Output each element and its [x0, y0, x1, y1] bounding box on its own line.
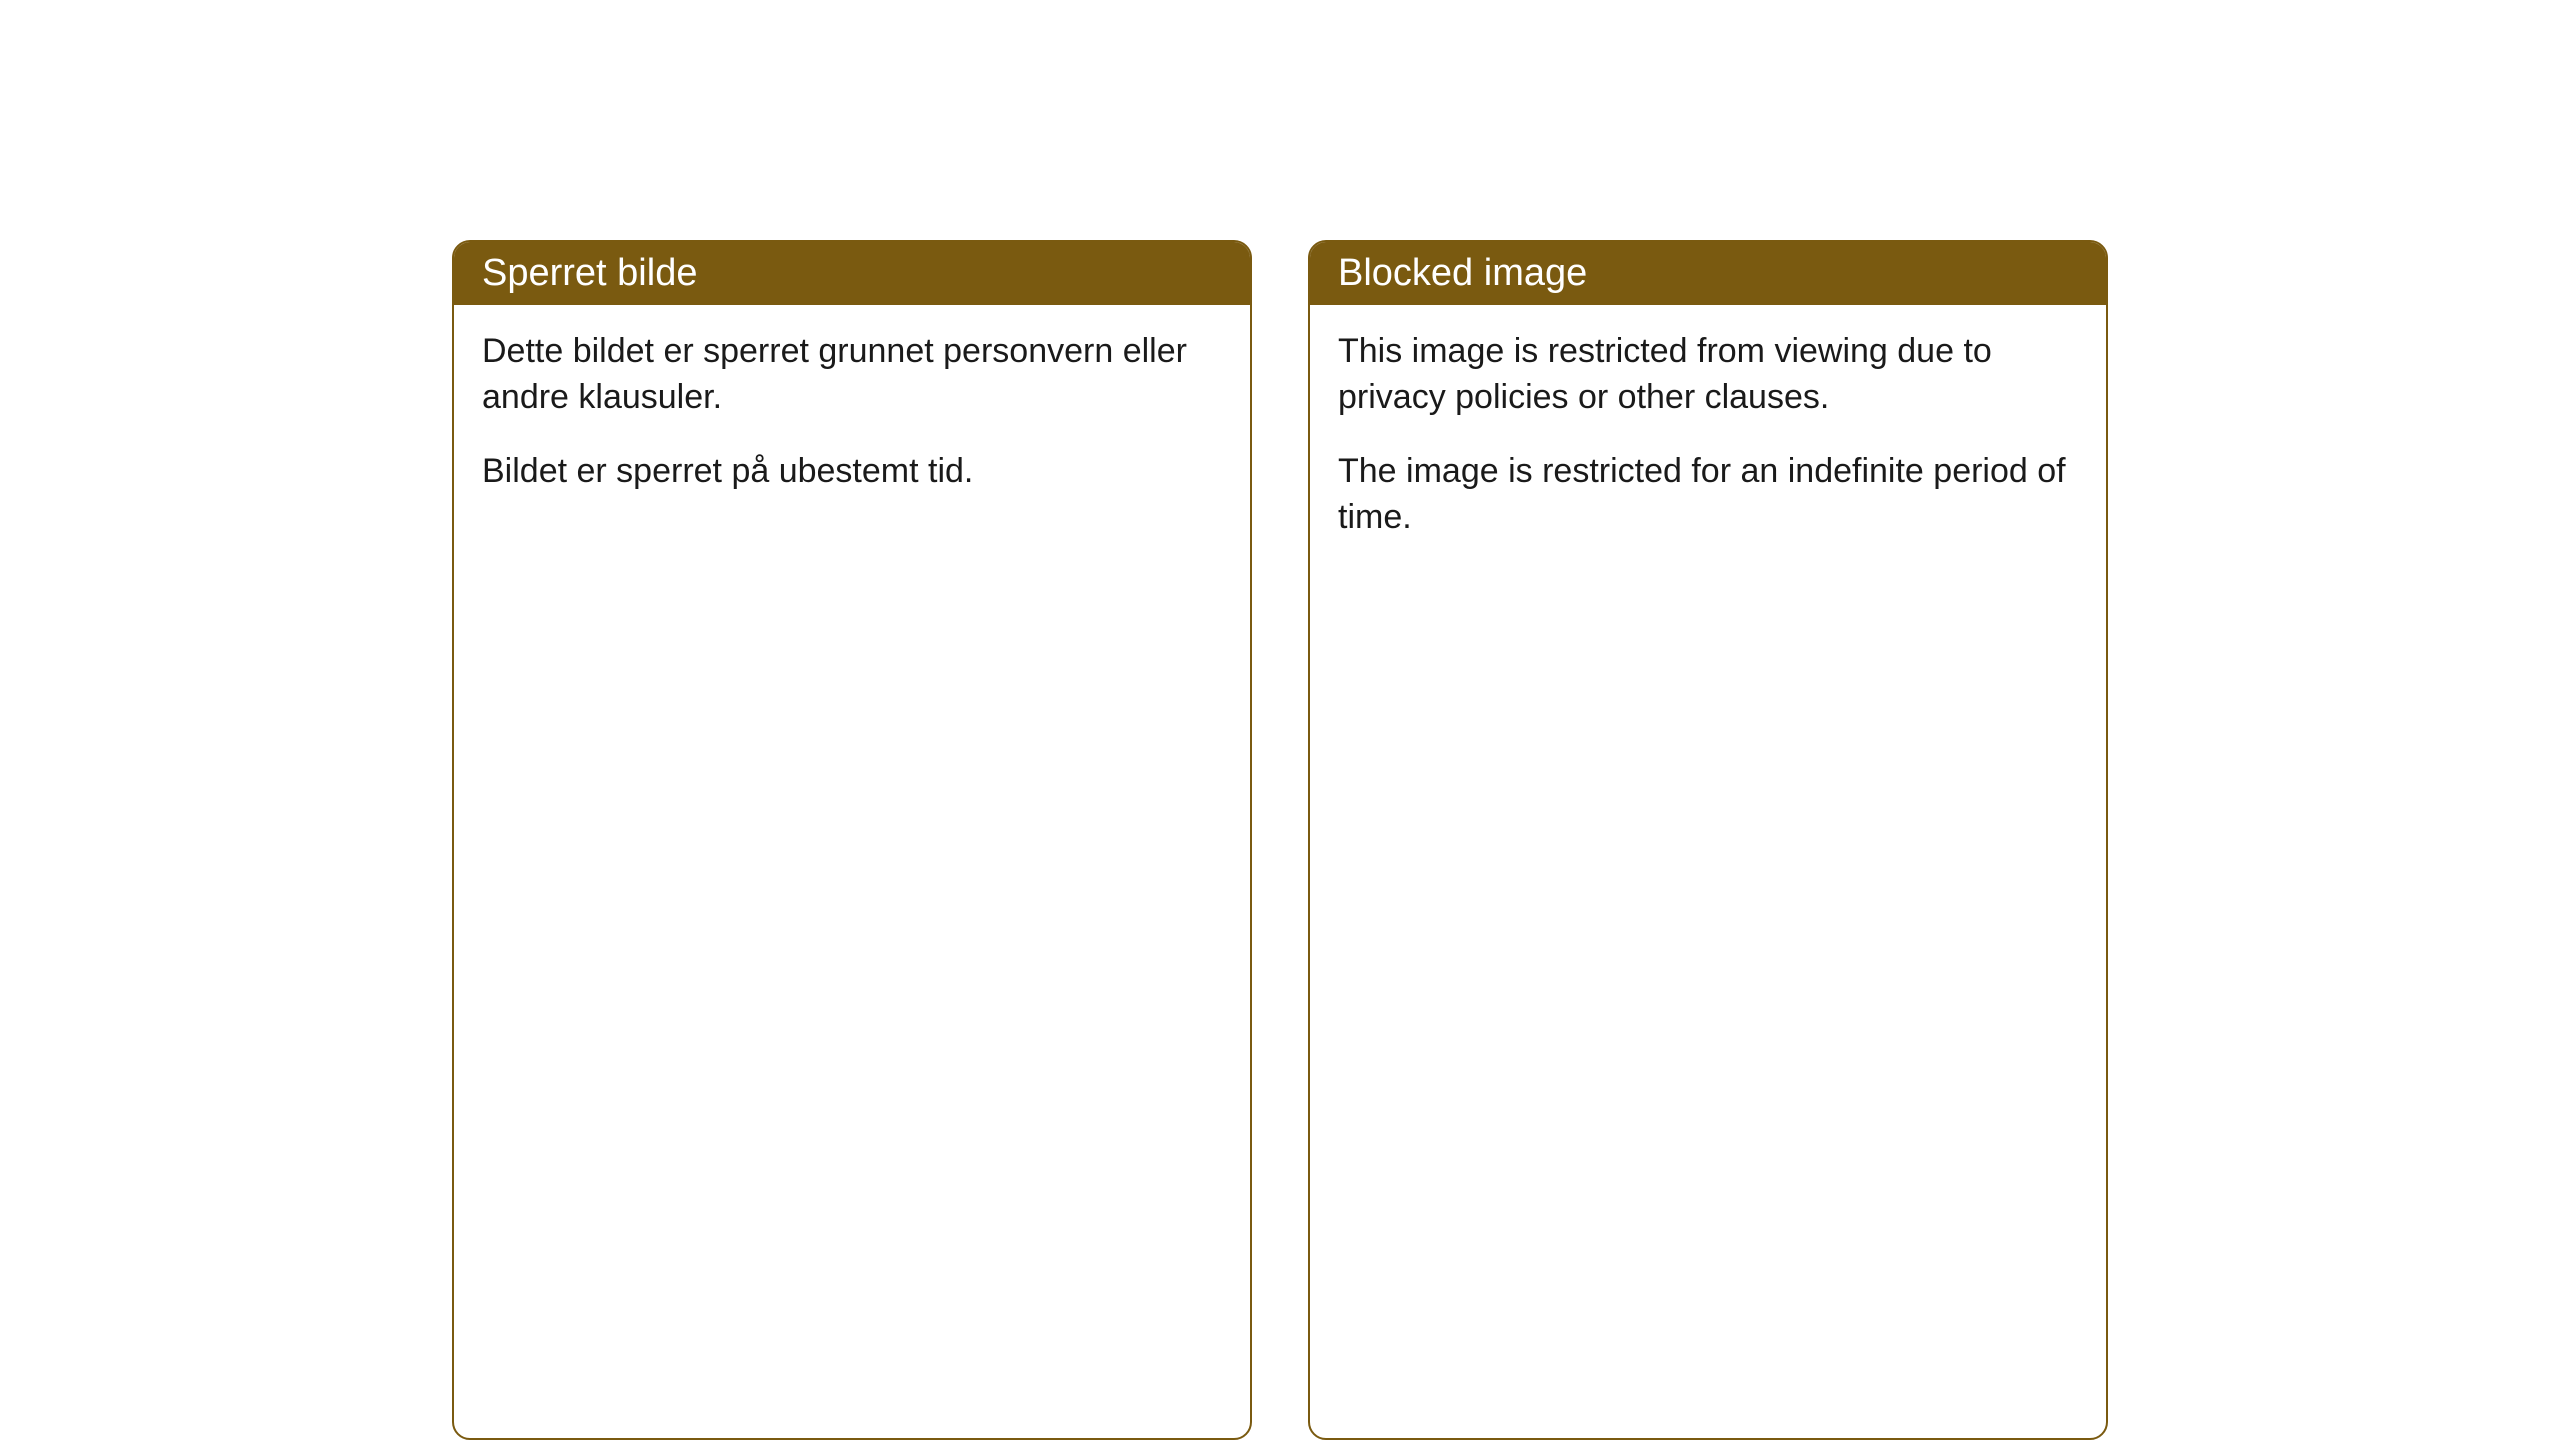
notice-container: Sperret bilde Dette bildet er sperret gr… [452, 240, 2108, 1440]
card-paragraph-2-english: The image is restricted for an indefinit… [1338, 449, 2078, 541]
notice-card-english: Blocked image This image is restricted f… [1308, 240, 2108, 1440]
notice-card-norwegian: Sperret bilde Dette bildet er sperret gr… [452, 240, 1252, 1440]
card-paragraph-1-norwegian: Dette bildet er sperret grunnet personve… [482, 329, 1222, 421]
card-paragraph-1-english: This image is restricted from viewing du… [1338, 329, 2078, 421]
card-body-norwegian: Dette bildet er sperret grunnet personve… [454, 305, 1250, 535]
card-header-english: Blocked image [1310, 242, 2106, 305]
card-body-english: This image is restricted from viewing du… [1310, 305, 2106, 581]
card-paragraph-2-norwegian: Bildet er sperret på ubestemt tid. [482, 449, 1222, 495]
card-header-norwegian: Sperret bilde [454, 242, 1250, 305]
